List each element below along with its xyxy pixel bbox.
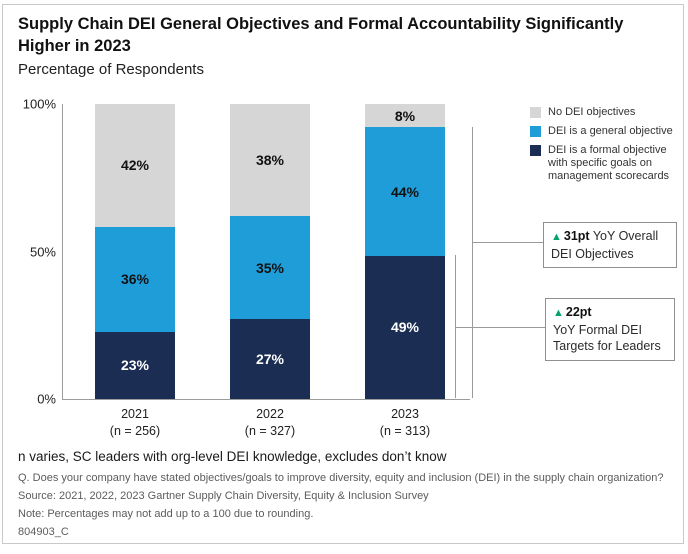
category-year: 2023 [391,407,419,421]
chart-title: Supply Chain DEI General Objectives and … [18,15,624,55]
up-triangle-icon: ▲ [553,307,564,319]
bracket-overall-vertical [472,127,473,398]
y-tick-label: 0% [37,391,56,407]
y-tick-label: 100% [22,96,56,112]
bracket-formal-vertical [455,255,456,398]
legend-label: DEI is a formal objective with specific … [548,144,670,182]
callout-delta-line: ▲ 22pt [553,304,667,322]
callout-text: YoY Overall DEI Objectives [551,229,659,261]
bracket-overall-connector [472,242,543,243]
x-axis-category-label: 2023 (n = 313) [350,406,460,440]
bar-segment: 44% [365,127,445,256]
legend-item: DEI is a general objective [530,125,682,138]
category-year: 2021 [121,407,149,421]
legend-label: No DEI objectives [548,106,636,118]
stacked-bar-2021: 42% 36% 23% [95,104,175,399]
document-id: 804903_C [18,526,69,538]
callout-text: YoY Formal DEI Targets for Leaders [553,322,661,354]
chart-subtitle: Percentage of Respondents [18,61,204,78]
category-sample-size: (n = 327) [244,424,296,438]
y-axis-line [62,104,63,399]
bar-segment: 36% [95,226,175,332]
category-sample-size: (n = 313) [379,424,431,438]
x-axis-category-label: 2022 (n = 327) [215,406,325,440]
up-triangle-icon: ▲ [551,231,562,243]
bar-segment: 23% [95,331,175,399]
stacked-bar-2023: 8% 44% 49% [365,104,445,399]
y-tick-label: 50% [29,244,56,259]
bar-segment: 38% [230,104,310,217]
chart-legend: No DEI objectives DEI is a general object… [530,106,682,183]
callout-overall-dei: ▲ 31pt YoY Overall DEI Objectives [543,222,677,268]
legend-swatch-icon [530,126,541,137]
bar-segment: 8% [365,104,445,128]
footnote-rounding: Note: Percentages may not add up to a 10… [18,508,314,520]
footnote-question: Q. Does your company have stated objecti… [18,472,664,484]
callout-formal-dei: ▲ 22pt YoY Formal DEI Targets for Leaders [545,298,675,361]
legend-item: No DEI objectives [530,106,682,119]
x-axis-category-label: 2021 (n = 256) [80,406,190,440]
bar-segment: 49% [365,255,445,399]
bracket-formal-connector [455,327,545,328]
legend-swatch-icon [530,107,541,118]
legend-label: DEI is a general objective [548,125,673,137]
stacked-bar-2022: 38% 35% 27% [230,104,310,399]
footnote-sample: n varies, SC leaders with org-level DEI … [18,449,447,464]
category-year: 2022 [256,407,284,421]
bar-segment: 42% [95,104,175,227]
category-sample-size: (n = 256) [109,424,161,438]
bar-segment: 27% [230,319,310,399]
callout-delta: 31pt [563,229,590,243]
bar-segment: 35% [230,216,310,320]
legend-swatch-icon [530,145,541,156]
x-axis-line [62,399,470,400]
legend-item: DEI is a formal objective with specific … [530,144,682,183]
footnote-source: Source: 2021, 2022, 2023 Gartner Supply … [18,490,429,502]
callout-delta: 22pt [565,305,592,319]
